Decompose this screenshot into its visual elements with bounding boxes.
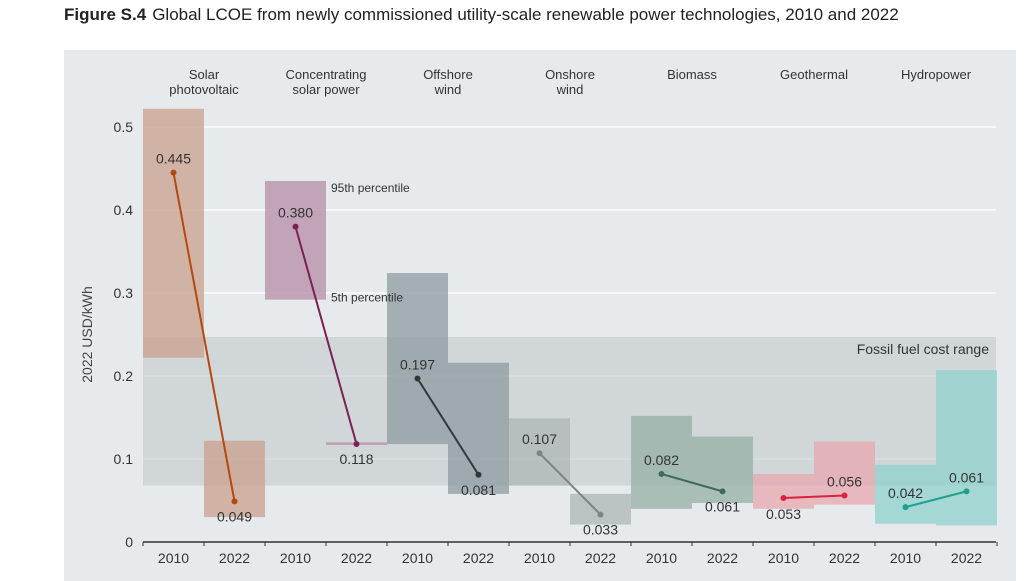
trend-line <box>538 452 602 516</box>
y-axis-label: 2022 USD/kWh <box>79 286 95 382</box>
figure-label: Figure S.4 <box>64 5 147 24</box>
x-tick-label: 2010 <box>890 550 921 566</box>
range-box-2010 <box>631 415 692 509</box>
technology-label: Offshore <box>423 67 473 82</box>
range-box-2022 <box>204 440 265 518</box>
trend-line <box>661 472 723 493</box>
y-tick-label: 0.5 <box>114 119 134 135</box>
point-2010 <box>658 470 665 477</box>
technology-label: Concentrating <box>286 67 367 82</box>
technology-label: wind <box>434 82 462 97</box>
technology-label: solar power <box>292 82 360 97</box>
x-tick-label: 2022 <box>463 550 494 566</box>
technology-label: Onshore <box>545 67 595 82</box>
x-tick-label: 2022 <box>829 550 860 566</box>
point-2022 <box>231 498 238 505</box>
x-tick-label: 2010 <box>768 550 799 566</box>
trend-line <box>294 226 358 445</box>
range-box-2022 <box>936 370 997 526</box>
range-box-2010 <box>875 464 936 524</box>
x-tick-label: 2010 <box>524 550 555 566</box>
x-tick-label: 2010 <box>646 550 677 566</box>
value-label-2022: 0.118 <box>340 451 374 467</box>
value-label-2010: 0.380 <box>278 205 313 221</box>
y-tick-label: 0 <box>125 534 133 550</box>
value-label-2010: 0.445 <box>156 151 191 167</box>
range-box-2010 <box>753 473 814 509</box>
tech-group: 0.042 0.061 Hydropower <box>875 67 997 526</box>
percentile-5-label: 5th percentile <box>331 291 403 305</box>
point-2022 <box>475 471 482 478</box>
range-box-2010 <box>143 108 204 358</box>
technology-label: photovoltaic <box>169 82 239 97</box>
y-tick-label: 0.4 <box>114 202 134 218</box>
trend-line <box>905 490 967 509</box>
value-label-2010: 0.053 <box>766 506 801 522</box>
point-2010 <box>536 450 543 457</box>
value-label-2022: 0.061 <box>705 498 740 514</box>
tech-group: 0.082 0.061 Biomass <box>631 67 753 514</box>
range-box-2010 <box>387 273 448 445</box>
point-2022 <box>597 511 604 518</box>
value-label-2022: 0.049 <box>217 508 252 524</box>
x-tick-label: 2010 <box>158 550 189 566</box>
point-2010 <box>902 504 909 511</box>
value-label-2022: 0.061 <box>949 469 984 485</box>
value-label-2022: 0.056 <box>827 474 862 490</box>
trend-line <box>783 494 845 500</box>
fossil-fuel-range-label: Fossil fuel cost range <box>857 341 989 357</box>
point-2010 <box>292 223 299 230</box>
x-tick-label: 2022 <box>585 550 616 566</box>
point-2022 <box>353 441 360 448</box>
trend-line <box>172 172 236 502</box>
figure-title-text: Global LCOE from newly commissioned util… <box>152 5 899 24</box>
value-label-2010: 0.107 <box>522 431 557 447</box>
value-label-2010: 0.082 <box>644 452 679 468</box>
value-label-2010: 0.042 <box>888 485 923 501</box>
x-tick-label: 2010 <box>402 550 433 566</box>
y-tick-label: 0.2 <box>114 368 134 384</box>
x-tick-label: 2022 <box>707 550 738 566</box>
figure-title: Figure S.4 Global LCOE from newly commiss… <box>64 5 899 25</box>
range-box-2022 <box>570 493 631 525</box>
value-label-2022: 0.033 <box>583 522 618 538</box>
technology-label: Geothermal <box>780 67 848 82</box>
tech-group: 0.053 0.056 Geothermal <box>753 67 875 522</box>
point-2010 <box>170 169 177 176</box>
x-tick-label: 2022 <box>219 550 250 566</box>
point-2022 <box>841 492 848 499</box>
value-label-2022: 0.081 <box>461 482 496 498</box>
x-tick-label: 2010 <box>280 550 311 566</box>
point-2022 <box>719 488 726 495</box>
point-2010 <box>780 495 787 502</box>
technology-label: Biomass <box>667 67 717 82</box>
y-tick-label: 0.1 <box>114 451 134 467</box>
point-2022 <box>963 488 970 495</box>
trend-line <box>416 377 480 476</box>
technology-label: Solar <box>189 67 220 82</box>
percentile-95-label: 95th percentile <box>331 181 410 195</box>
point-2010 <box>414 375 421 382</box>
technology-label: Hydropower <box>901 67 972 82</box>
range-box-2010 <box>265 180 326 300</box>
x-tick-label: 2022 <box>951 550 982 566</box>
technology-label: wind <box>556 82 584 97</box>
x-tick-label: 2022 <box>341 550 372 566</box>
y-tick-label: 0.3 <box>114 285 134 301</box>
value-label-2010: 0.197 <box>400 356 435 372</box>
